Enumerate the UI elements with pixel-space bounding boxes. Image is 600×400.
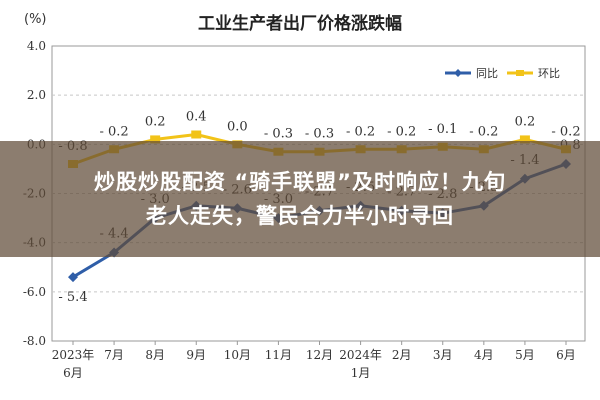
y-axis-unit: (%) bbox=[24, 12, 47, 27]
data-label-mom: - 0.2 bbox=[346, 124, 375, 139]
y-tick-label: -8.0 bbox=[23, 334, 46, 348]
legend-label: 同比 bbox=[476, 67, 498, 80]
x-tick-label: 7月 bbox=[104, 348, 124, 362]
x-tick-label: 2023年 bbox=[52, 348, 95, 362]
y-tick-label: -6.0 bbox=[23, 285, 46, 299]
x-tick-label: 3月 bbox=[433, 348, 453, 362]
x-tick-label: 2024年 bbox=[339, 348, 382, 362]
x-tick-label: 2月 bbox=[392, 348, 412, 362]
x-tick-label: 8月 bbox=[145, 348, 165, 362]
x-tick-label: 11月 bbox=[265, 348, 292, 362]
data-label-mom: - 0.2 bbox=[387, 124, 416, 139]
data-label-mom: 0.2 bbox=[515, 114, 536, 129]
x-tick-label: 5月 bbox=[515, 348, 535, 362]
news-headline[interactable]: 炒股炒股配资 “骑手联盟”及时响应！九旬老人走失，警民合力半小时寻回 bbox=[94, 170, 506, 228]
x-tick-label: 1月 bbox=[351, 366, 371, 380]
x-tick-label: 9月 bbox=[186, 348, 206, 362]
news-banner-overlay[interactable]: 炒股炒股配资 “骑手联盟”及时响应！九旬老人走失，警民合力半小时寻回 bbox=[0, 141, 600, 257]
chart-title: 工业生产者出厂价格涨跌幅 bbox=[198, 13, 402, 34]
data-label-mom: - 0.1 bbox=[428, 122, 457, 137]
data-label-mom: - 0.3 bbox=[264, 127, 293, 142]
data-label-mom: 0.4 bbox=[186, 110, 207, 125]
data-label-mom: - 0.3 bbox=[305, 127, 334, 142]
data-label-mom: 0.0 bbox=[227, 119, 248, 134]
legend-label: 环比 bbox=[538, 67, 560, 80]
y-tick-label: 2.0 bbox=[27, 88, 46, 102]
legend-marker bbox=[516, 70, 524, 76]
x-tick-label: 6月 bbox=[63, 366, 83, 380]
data-point-mom bbox=[191, 130, 202, 139]
data-label-mom: - 0.2 bbox=[99, 124, 128, 139]
x-tick-label: 4月 bbox=[474, 348, 494, 362]
data-point-mom bbox=[150, 135, 161, 144]
data-point-yoy bbox=[68, 272, 78, 283]
legend-marker bbox=[454, 69, 462, 77]
data-label-mom: - 0.2 bbox=[551, 124, 580, 139]
data-label-mom: - 0.2 bbox=[469, 124, 498, 139]
y-tick-label: 4.0 bbox=[27, 39, 46, 53]
data-label-yoy: - 5.4 bbox=[58, 290, 87, 305]
x-tick-label: 10月 bbox=[224, 348, 251, 362]
data-point-mom bbox=[519, 135, 530, 144]
x-tick-label: 6月 bbox=[556, 348, 576, 362]
data-label-mom: 0.2 bbox=[145, 114, 166, 129]
x-tick-label: 12月 bbox=[306, 348, 333, 362]
